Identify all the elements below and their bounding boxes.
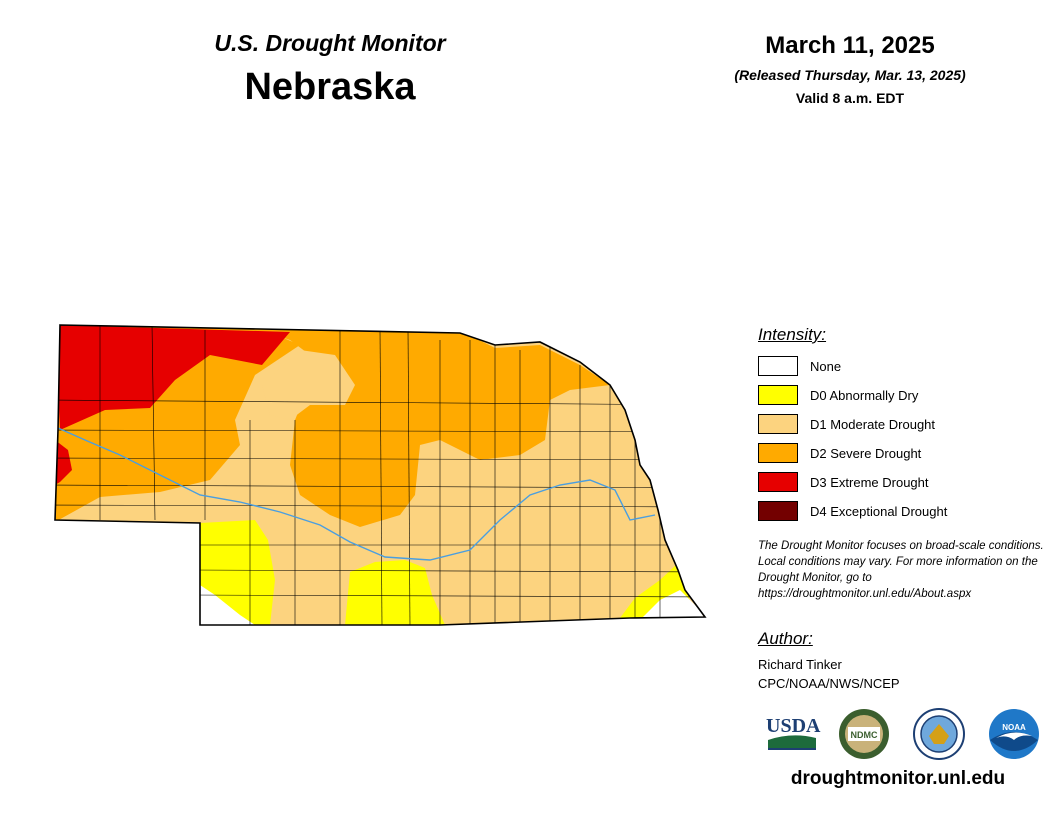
legend-swatch xyxy=(758,414,798,434)
legend-item-d4: D4 Exceptional Drought xyxy=(758,500,947,522)
noaa-logo: NOAA xyxy=(989,709,1039,759)
d0-area-south-central xyxy=(345,560,445,625)
valid-time: Valid 8 a.m. EDT xyxy=(795,90,905,106)
svg-text:NDMC: NDMC xyxy=(851,730,878,740)
author-heading: Author: xyxy=(758,629,813,648)
svg-text:USDA: USDA xyxy=(766,715,821,737)
legend-label: D1 Moderate Drought xyxy=(810,416,936,432)
legend-label: None xyxy=(810,358,842,374)
legend-swatch xyxy=(758,501,798,521)
map-date: March 11, 2025 xyxy=(765,32,935,59)
state-outline xyxy=(54,324,707,626)
agency-logos: USDA NDMC NOAA xyxy=(766,708,1039,760)
legend-title: Intensity: xyxy=(758,325,827,344)
legend-label: D4 Exceptional Drought xyxy=(810,503,948,519)
d3-area-panhandle xyxy=(55,325,290,430)
website-link[interactable]: droughtmonitor.unl.edu xyxy=(790,768,1006,789)
map-title: Nebraska xyxy=(244,66,416,108)
legend-item-d2: D2 Severe Drought xyxy=(758,442,921,464)
drought-map xyxy=(54,324,707,626)
legend-swatch xyxy=(758,356,798,376)
svg-text:NOAA: NOAA xyxy=(1002,723,1026,732)
legend-item-none: None xyxy=(758,355,841,377)
d1-lobe xyxy=(262,350,355,420)
usda-logo: USDA xyxy=(766,715,821,750)
legend-swatch xyxy=(758,385,798,405)
legend-label: D0 Abnormally Dry xyxy=(810,387,919,403)
d3-area-southwest xyxy=(55,440,72,485)
none-area-southeast xyxy=(640,590,705,620)
legend-swatch xyxy=(758,472,798,492)
doc-seal-logo xyxy=(913,708,965,760)
map-subtitle: U.S. Drought Monitor xyxy=(214,30,446,56)
disclaimer-text: The Drought Monitor focuses on broad-sca… xyxy=(758,540,1044,600)
legend-swatch xyxy=(758,443,798,463)
ndmc-logo: NDMC xyxy=(839,709,889,759)
legend-item-d1: D1 Moderate Drought xyxy=(758,413,935,435)
county-lines xyxy=(55,325,705,625)
author-org: CPC/NOAA/NWS/NCEP xyxy=(758,676,900,691)
legend-label: D2 Severe Drought xyxy=(810,445,922,461)
legend-item-d3: D3 Extreme Drought xyxy=(758,471,929,493)
release-date: (Released Thursday, Mar. 13, 2025) xyxy=(734,67,966,83)
legend-label: D3 Extreme Drought xyxy=(810,474,929,490)
author-name: Richard Tinker xyxy=(758,657,842,672)
legend-item-d0: D0 Abnormally Dry xyxy=(758,384,918,406)
platte-river xyxy=(57,427,656,561)
